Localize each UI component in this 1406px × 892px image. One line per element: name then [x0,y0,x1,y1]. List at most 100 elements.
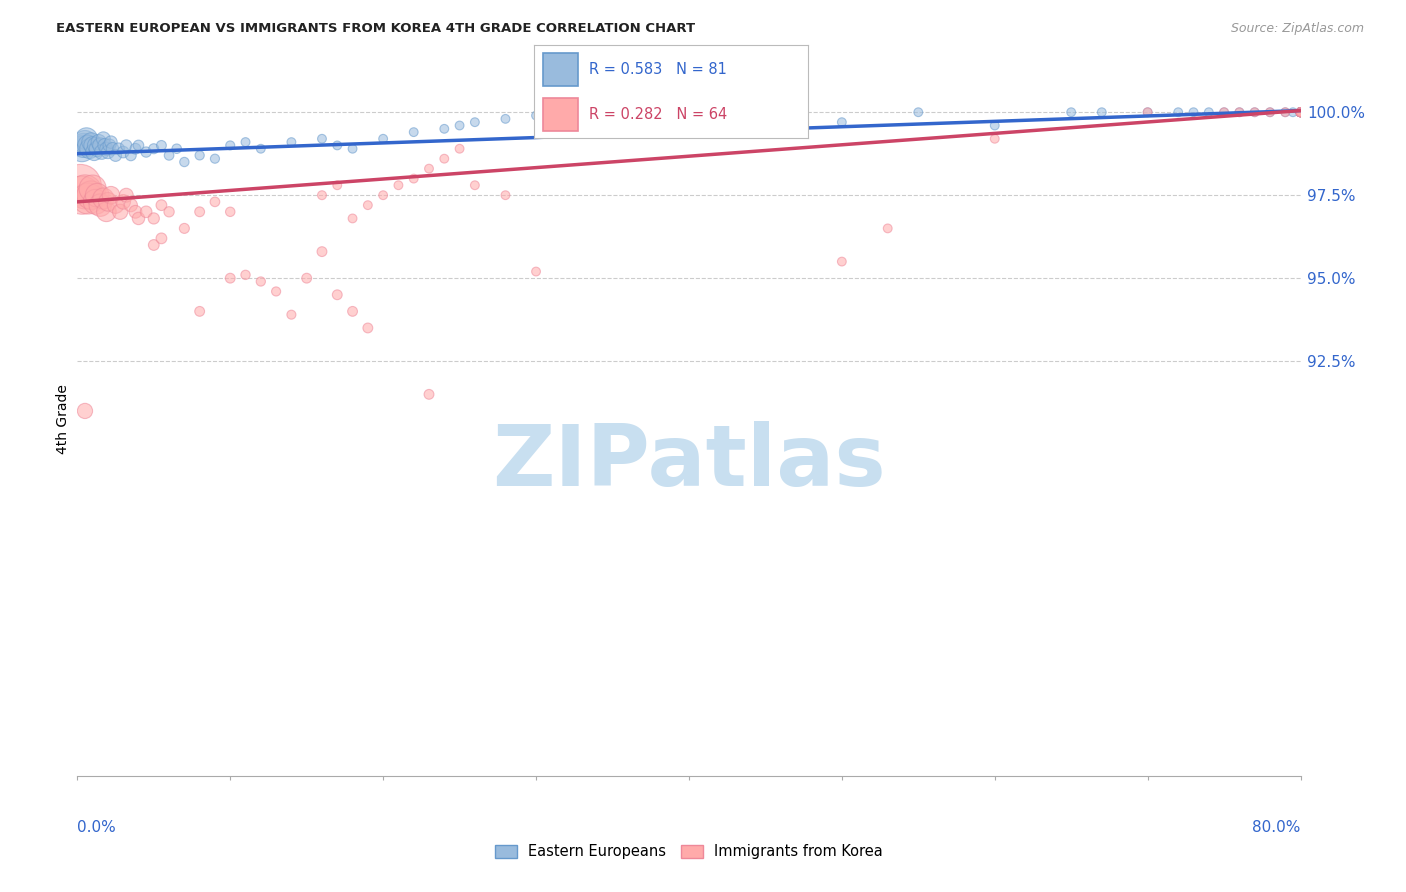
Point [984,132,1007,146]
Point [127,211,149,226]
Point [647,105,669,120]
Point [524,264,547,278]
Point [1167,105,1189,120]
Text: EASTERN EUROPEAN VS IMMIGRANTS FROM KOREA 4TH GRADE CORRELATION CHART: EASTERN EUROPEAN VS IMMIGRANTS FROM KORE… [56,22,696,36]
Point [311,244,333,259]
Point [69,178,91,193]
Point [108,204,131,219]
Point [150,198,173,212]
Point [94,138,117,153]
Point [1229,105,1251,120]
Point [984,119,1007,133]
Point [86,142,108,156]
Point [76,132,98,146]
Point [295,271,318,285]
Point [555,105,578,120]
Point [72,138,94,153]
Point [617,105,640,120]
Point [1289,105,1312,120]
Point [418,161,440,176]
Point [91,192,114,206]
Point [371,188,394,202]
Point [188,148,211,162]
Point [70,188,93,202]
Point [831,254,853,268]
Point [1289,105,1312,120]
Point [1198,105,1220,120]
Text: R = 0.583   N = 81: R = 0.583 N = 81 [589,62,727,77]
Point [1136,105,1159,120]
Point [1091,105,1114,120]
Point [80,188,103,202]
Text: Source: ZipAtlas.com: Source: ZipAtlas.com [1230,22,1364,36]
Point [100,135,122,149]
Point [112,145,135,159]
Point [173,221,195,235]
Point [357,198,380,212]
Text: 80.0%: 80.0% [1253,821,1301,835]
Point [495,188,517,202]
Point [82,138,104,153]
Point [1289,105,1312,120]
Legend: Eastern Europeans, Immigrants from Korea: Eastern Europeans, Immigrants from Korea [489,838,889,865]
Point [280,308,302,322]
Point [87,135,110,149]
Point [1213,105,1236,120]
Point [104,198,127,212]
Point [311,132,333,146]
Point [280,135,302,149]
Point [142,211,165,226]
Point [112,194,135,209]
Point [1282,105,1305,120]
Point [101,142,124,156]
Point [124,204,146,219]
Point [142,238,165,252]
Point [1289,105,1312,120]
Point [1289,105,1312,120]
Point [907,105,929,120]
Point [1289,105,1312,120]
Point [150,231,173,245]
Point [1243,105,1265,120]
Point [219,138,242,153]
Point [135,204,157,219]
Point [342,142,364,156]
Point [433,121,456,136]
Point [342,304,364,318]
Point [104,148,127,162]
Point [97,145,120,159]
Point [100,188,122,202]
Point [120,198,142,212]
Text: ZIPatlas: ZIPatlas [492,420,886,504]
Point [1289,105,1312,120]
Point [1289,105,1312,120]
Point [449,142,471,156]
Point [326,178,349,193]
Point [495,112,517,126]
Point [1289,105,1312,120]
Point [1289,105,1312,120]
Point [449,119,471,133]
Point [831,115,853,129]
Point [1289,105,1312,120]
Point [166,142,188,156]
Point [91,132,114,146]
Point [73,185,96,199]
Point [387,178,409,193]
Point [1182,105,1205,120]
Point [142,142,165,156]
Point [70,142,93,156]
Point [1229,105,1251,120]
Point [120,148,142,162]
Point [1136,105,1159,120]
Text: R = 0.282   N = 64: R = 0.282 N = 64 [589,107,727,122]
Point [1274,105,1296,120]
FancyBboxPatch shape [543,53,578,86]
Point [418,387,440,401]
Y-axis label: 4th Grade: 4th Grade [56,384,70,454]
Point [464,115,486,129]
Text: 0.0%: 0.0% [77,821,117,835]
Point [1289,105,1312,120]
Point [124,142,146,156]
Point [135,145,157,159]
